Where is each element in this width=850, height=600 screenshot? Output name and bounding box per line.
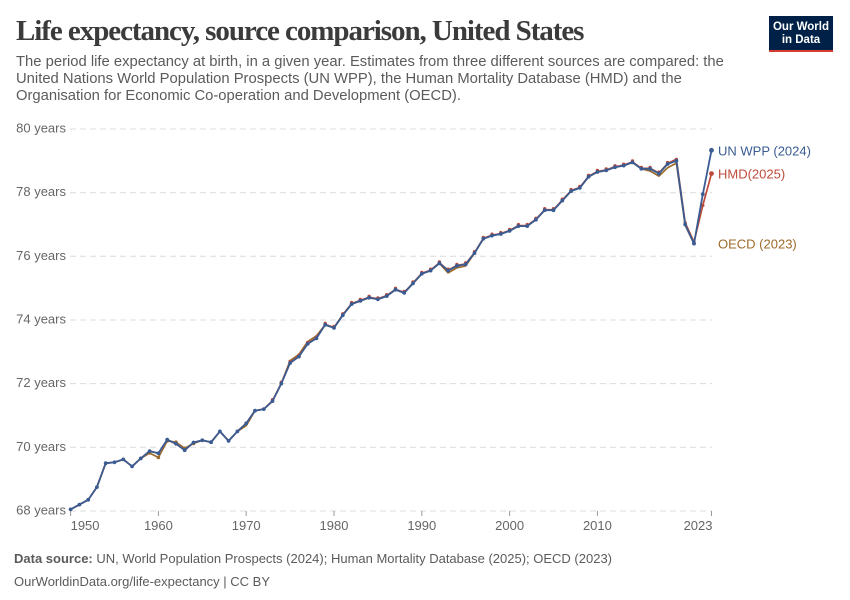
svg-text:1950: 1950	[71, 518, 100, 533]
svg-text:2000: 2000	[495, 518, 524, 533]
svg-text:UN WPP (2024): UN WPP (2024)	[718, 143, 811, 158]
svg-text:74 years: 74 years	[16, 312, 66, 327]
svg-text:80 years: 80 years	[16, 121, 66, 136]
svg-text:1980: 1980	[320, 518, 349, 533]
svg-text:70 years: 70 years	[16, 439, 66, 454]
svg-text:1990: 1990	[407, 518, 436, 533]
svg-text:72 years: 72 years	[16, 375, 66, 390]
svg-text:1960: 1960	[144, 518, 173, 533]
svg-text:2010: 2010	[583, 518, 612, 533]
svg-text:HMD(2025): HMD(2025)	[718, 167, 785, 182]
svg-text:76 years: 76 years	[16, 248, 66, 263]
svg-text:78 years: 78 years	[16, 184, 66, 199]
svg-text:2023: 2023	[684, 518, 713, 533]
svg-text:68 years: 68 years	[16, 503, 66, 518]
svg-text:1970: 1970	[232, 518, 261, 533]
svg-text:OECD (2023): OECD (2023)	[718, 237, 797, 252]
